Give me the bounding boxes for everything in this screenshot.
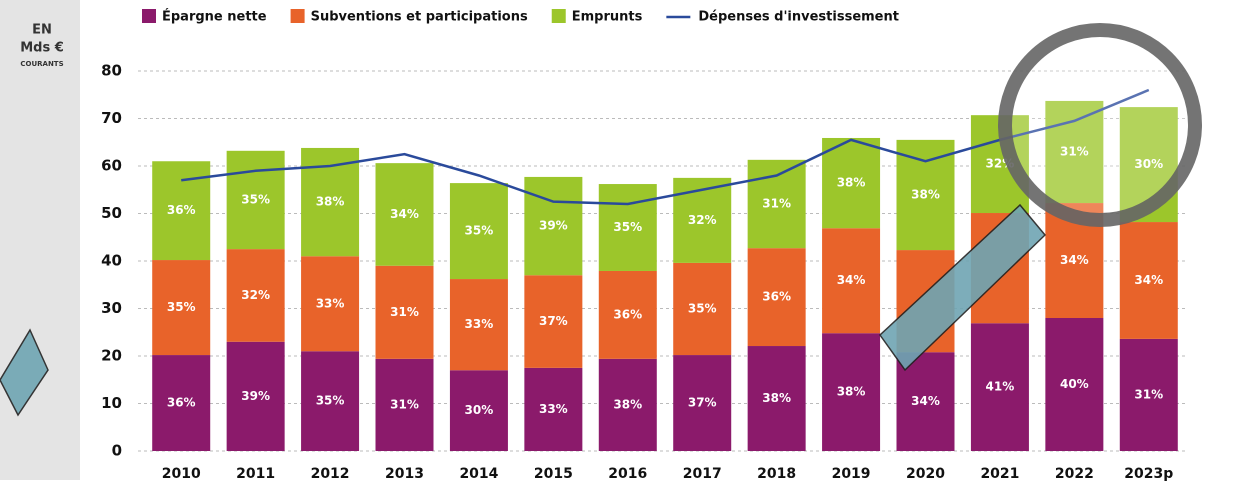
y-tick-label: 40	[101, 252, 122, 270]
unit-label: COURANTS	[20, 60, 63, 68]
percent-label: 36%	[762, 290, 791, 304]
x-tick-label: 2021	[980, 466, 1019, 482]
percent-label: 37%	[539, 314, 568, 328]
percent-label: 38%	[911, 187, 940, 201]
legend-label: Subventions et participations	[311, 10, 528, 25]
legend-label: Emprunts	[572, 10, 643, 25]
percent-label: 40%	[1060, 377, 1089, 391]
percent-label: 35%	[613, 220, 642, 234]
unit-label: EN	[32, 23, 52, 38]
x-tick-label: 2013	[385, 466, 424, 482]
x-tick-label: 2015	[534, 466, 573, 482]
percent-label: 36%	[167, 203, 196, 217]
x-tick-label: 2020	[906, 466, 945, 482]
unit-band	[0, 0, 80, 480]
percent-label: 34%	[1060, 253, 1089, 267]
legend-label: Dépenses d'investissement	[698, 10, 899, 25]
percent-label: 34%	[837, 273, 866, 287]
percent-label: 34%	[1134, 273, 1163, 287]
y-tick-label: 50	[101, 204, 122, 222]
legend-swatch	[142, 9, 156, 23]
x-tick-label: 2016	[608, 466, 647, 482]
percent-label: 35%	[167, 300, 196, 314]
y-tick-label: 30	[101, 299, 122, 317]
percent-label: 33%	[465, 317, 494, 331]
percent-label: 34%	[911, 394, 940, 408]
legend-label: Épargne nette	[162, 9, 267, 25]
x-tick-label: 2019	[832, 466, 871, 482]
x-tick-label: 2022	[1055, 466, 1094, 482]
percent-label: 31%	[1134, 387, 1163, 401]
percent-label: 41%	[986, 380, 1015, 394]
magnifier-lens	[1005, 30, 1195, 220]
chart: EN Mds € COURANTS 0 10 20 30 40 50 60 70 80 2010 3…	[0, 0, 1243, 489]
percent-label: 38%	[837, 385, 866, 399]
y-tick-label: 20	[101, 347, 122, 365]
x-tick-label: 2023p	[1124, 466, 1173, 482]
y-tick-label: 0	[112, 442, 122, 460]
percent-label: 32%	[688, 213, 717, 227]
percent-label: 38%	[613, 397, 642, 411]
y-tick-label: 80	[101, 62, 122, 80]
percent-label: 31%	[762, 197, 791, 211]
x-tick-label: 2014	[459, 466, 498, 482]
percent-label: 30%	[465, 403, 494, 417]
percent-label: 33%	[316, 296, 345, 310]
percent-label: 32%	[241, 288, 270, 302]
legend-swatch	[291, 9, 305, 23]
y-tick-label: 60	[101, 157, 122, 175]
percent-label: 35%	[688, 301, 717, 315]
percent-label: 35%	[465, 224, 494, 238]
percent-label: 39%	[539, 219, 568, 233]
x-tick-label: 2010	[162, 466, 201, 482]
unit-label: Mds €	[20, 41, 64, 56]
percent-label: 31%	[390, 305, 419, 319]
x-tick-label: 2012	[311, 466, 350, 482]
percent-label: 34%	[390, 207, 419, 221]
percent-label: 35%	[241, 192, 270, 206]
x-tick-label: 2018	[757, 466, 796, 482]
y-tick-label: 10	[101, 394, 122, 412]
x-tick-label: 2011	[236, 466, 275, 482]
y-tick-label: 70	[101, 109, 122, 127]
legend-swatch	[552, 9, 566, 23]
percent-label: 39%	[241, 389, 270, 403]
percent-label: 38%	[762, 391, 791, 405]
percent-label: 38%	[316, 195, 345, 209]
x-tick-label: 2017	[683, 466, 722, 482]
percent-label: 38%	[837, 176, 866, 190]
percent-label: 37%	[688, 396, 717, 410]
percent-label: 33%	[539, 402, 568, 416]
percent-label: 36%	[613, 307, 642, 321]
percent-label: 35%	[316, 394, 345, 408]
percent-label: 36%	[167, 396, 196, 410]
percent-label: 31%	[390, 397, 419, 411]
